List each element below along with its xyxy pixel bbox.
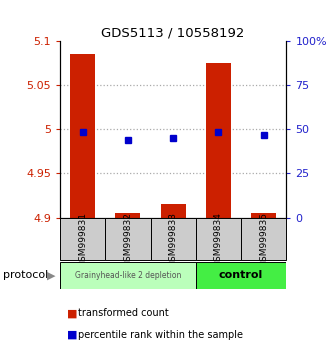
Text: ■: ■ bbox=[67, 330, 77, 339]
Text: protocol: protocol bbox=[3, 270, 49, 280]
Text: GSM999834: GSM999834 bbox=[214, 212, 223, 267]
Bar bbox=[206, 63, 231, 218]
Bar bbox=[70, 54, 95, 218]
Text: transformed count: transformed count bbox=[78, 308, 169, 318]
Text: percentile rank within the sample: percentile rank within the sample bbox=[78, 330, 243, 339]
Bar bbox=[251, 213, 276, 218]
Text: control: control bbox=[219, 270, 263, 280]
Bar bbox=[60, 262, 196, 289]
Bar bbox=[116, 213, 140, 218]
Bar bbox=[105, 218, 151, 260]
Text: GSM999832: GSM999832 bbox=[123, 212, 133, 267]
Text: GSM999835: GSM999835 bbox=[259, 212, 268, 267]
Text: GSM999833: GSM999833 bbox=[168, 212, 178, 267]
Bar bbox=[196, 218, 241, 260]
Text: ▶: ▶ bbox=[47, 270, 56, 280]
Bar bbox=[161, 205, 185, 218]
Bar bbox=[60, 218, 105, 260]
Text: ■: ■ bbox=[67, 308, 77, 318]
Text: Grainyhead-like 2 depletion: Grainyhead-like 2 depletion bbox=[75, 271, 181, 280]
Bar bbox=[241, 218, 286, 260]
Text: GSM999831: GSM999831 bbox=[78, 212, 87, 267]
Bar bbox=[151, 218, 196, 260]
Title: GDS5113 / 10558192: GDS5113 / 10558192 bbox=[102, 27, 245, 40]
Bar bbox=[196, 262, 286, 289]
